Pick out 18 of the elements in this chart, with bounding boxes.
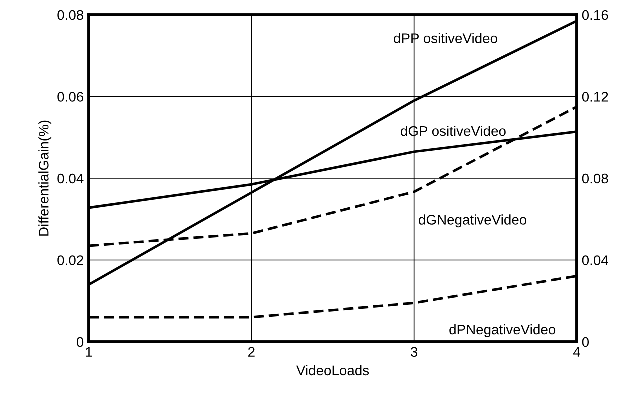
x-tick-label: 4 [573,347,580,357]
x-tick-label: 1 [86,347,92,357]
series-label: dPNegativeVideo [450,324,556,338]
x-tick-label: 3 [411,347,418,358]
y-tick-label: 0.02 [58,256,84,266]
y2-tick-label: 0 [582,337,590,348]
y2-tick-label: 0.08 [582,174,608,184]
y-tick-label: 0 [76,337,84,348]
y2-tick-label: 0.12 [582,92,608,102]
x-tick-label: 2 [248,347,255,357]
x-axis-title: VideoLoads [296,365,370,376]
series-label: dGNegativeVideo [419,214,527,228]
y-tick-label: 0.06 [58,92,84,102]
y-axis-title: DifferentialGain(%) [38,120,52,236]
y2-tick-label: 0.04 [582,256,608,266]
y-tick-label: 0.08 [58,10,84,20]
y-tick-label: 0.04 [58,174,84,184]
y2-tick-label: 0.16 [582,10,608,20]
